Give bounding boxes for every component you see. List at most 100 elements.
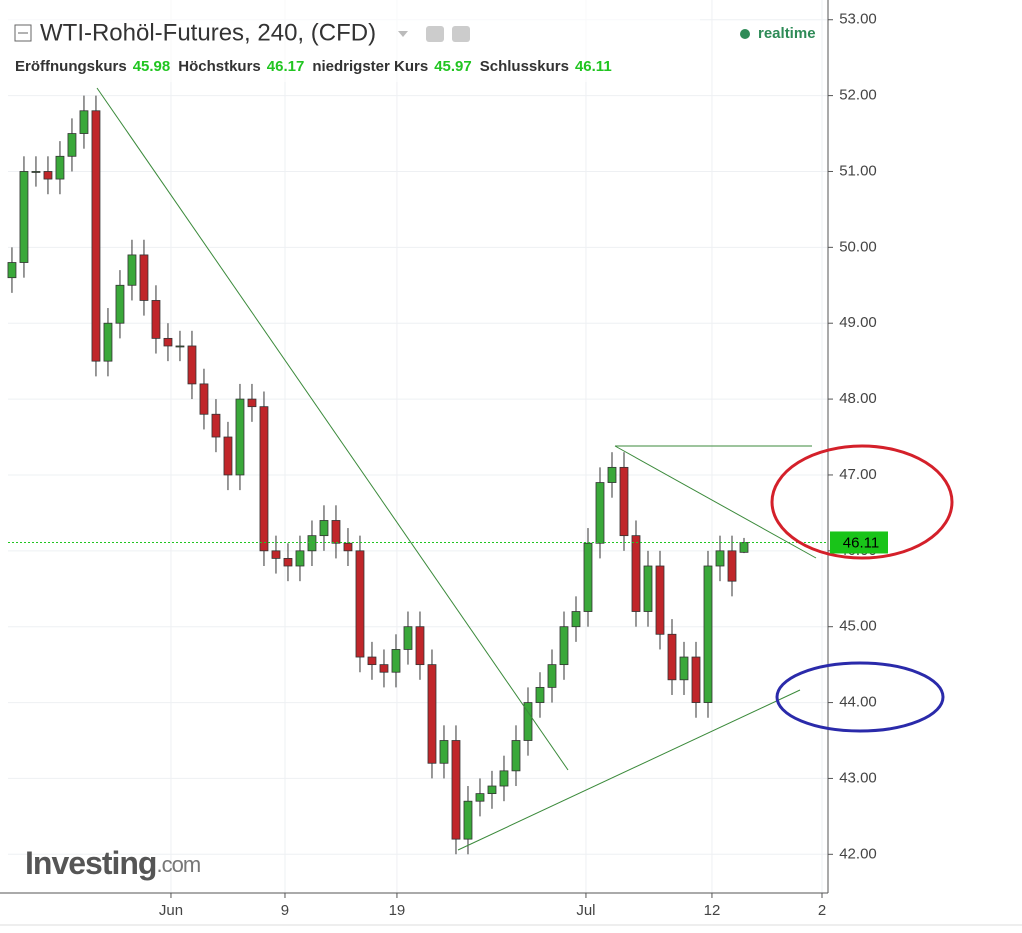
candle-body [463,800,473,840]
candle-body [535,686,545,703]
y-tick-label: 43.00 [839,769,877,786]
candle-body [283,558,293,567]
candle-body [655,565,665,635]
settings-icon[interactable] [452,26,470,42]
highlight-ellipse [775,661,945,733]
status-dot [740,29,750,39]
candle-body [175,345,185,348]
candle-body [379,664,389,673]
y-tick-label: 47.00 [839,466,877,483]
marks [7,95,828,855]
last-price-box [830,531,888,554]
candle-body [67,133,77,157]
y-tick-label: 51.00 [839,162,877,179]
dropdown-icon[interactable] [398,31,408,37]
candle-body [487,785,497,795]
candle-body [631,535,641,612]
y-tick-label: 48.00 [839,390,877,407]
candle-body [511,740,521,772]
candle-body [295,550,305,567]
ohlc-label: Höchstkurs [178,58,261,75]
candle-body [607,466,617,483]
candle-body [223,436,233,476]
candle-body [355,550,365,658]
candle-body [679,656,689,681]
candle-body [307,535,317,552]
ohlc-label: niedrigster Kurs [312,58,428,75]
candle-body [595,482,605,544]
candle-body [475,793,485,802]
candle-body [127,254,137,286]
candle-body [739,542,749,553]
ohlc-value: 46.11 [575,58,612,75]
y-tick-label: 49.00 [839,314,877,331]
ohlc-label: Schlusskurs [480,58,569,75]
candle-body [259,406,269,552]
candle-body [271,550,281,559]
x-tick-label: Jul [576,902,595,919]
candle-body [235,398,245,476]
x-tick-label: 19 [389,902,406,919]
y-tick-label: 45.00 [839,618,877,635]
logo-main: Investing [25,845,156,881]
candle-body [619,466,629,537]
last-price-label: 46.11 [843,534,879,551]
candle-body [31,171,41,173]
x-tick-label: 2 [818,902,826,919]
x-tick-label: Jun [159,902,183,919]
ohlc-value: 45.98 [133,58,171,75]
candle-body [19,171,29,263]
ohlc-value: 45.97 [434,58,472,75]
eye-icon[interactable] [426,26,444,42]
trend-line [614,445,817,559]
candle-body [367,656,377,666]
x-tick-label: 12 [704,902,721,919]
candle-body [643,565,653,612]
candle-body [703,565,713,703]
y-tick-label: 50.00 [839,238,877,255]
candle-body [247,398,257,408]
collapse-icon[interactable] [14,24,32,42]
candle-body [91,110,101,362]
candle-body [403,626,413,650]
candle-body [163,337,173,347]
candle-body [211,413,221,438]
candle-body [571,611,581,628]
candle-body [151,300,161,339]
trend-line [96,87,569,771]
candle-body [103,322,113,362]
candle-body [79,110,89,134]
candle-body [451,740,461,840]
candle-body [499,770,509,787]
candle-body [439,740,449,764]
candle-body [727,550,737,582]
chart-title: WTI-Rohöl-Futures, 240, (CFD) [40,19,376,46]
candle-body [55,155,65,180]
candle-body [427,664,437,764]
candle-body [139,254,149,301]
candle-body [691,656,701,703]
logo: Investing.com [25,845,200,881]
candle-body [115,284,125,324]
candle-body [391,649,401,673]
candle-body [415,626,425,666]
status: realtime [758,25,816,42]
candle-body [43,171,53,180]
candle-body [199,383,209,415]
candle-body [343,542,353,552]
trend-line [457,689,801,851]
candle-body [559,626,569,666]
y-tick-label: 52.00 [839,87,877,104]
candle-body [583,542,593,612]
candle-body [7,262,17,279]
y-tick-label: 44.00 [839,694,877,711]
x-tick-label: 9 [281,902,289,919]
ohlc-legend: Eröffnungskurs 45.98 Höchstkurs 46.17 niedri… [15,58,612,75]
ohlc-label: Eröffnungskurs [15,58,127,75]
candle-body [331,520,341,544]
highlight-ellipse [770,444,954,560]
y-tick-label: 42.00 [839,845,877,862]
candle-body [319,520,329,537]
